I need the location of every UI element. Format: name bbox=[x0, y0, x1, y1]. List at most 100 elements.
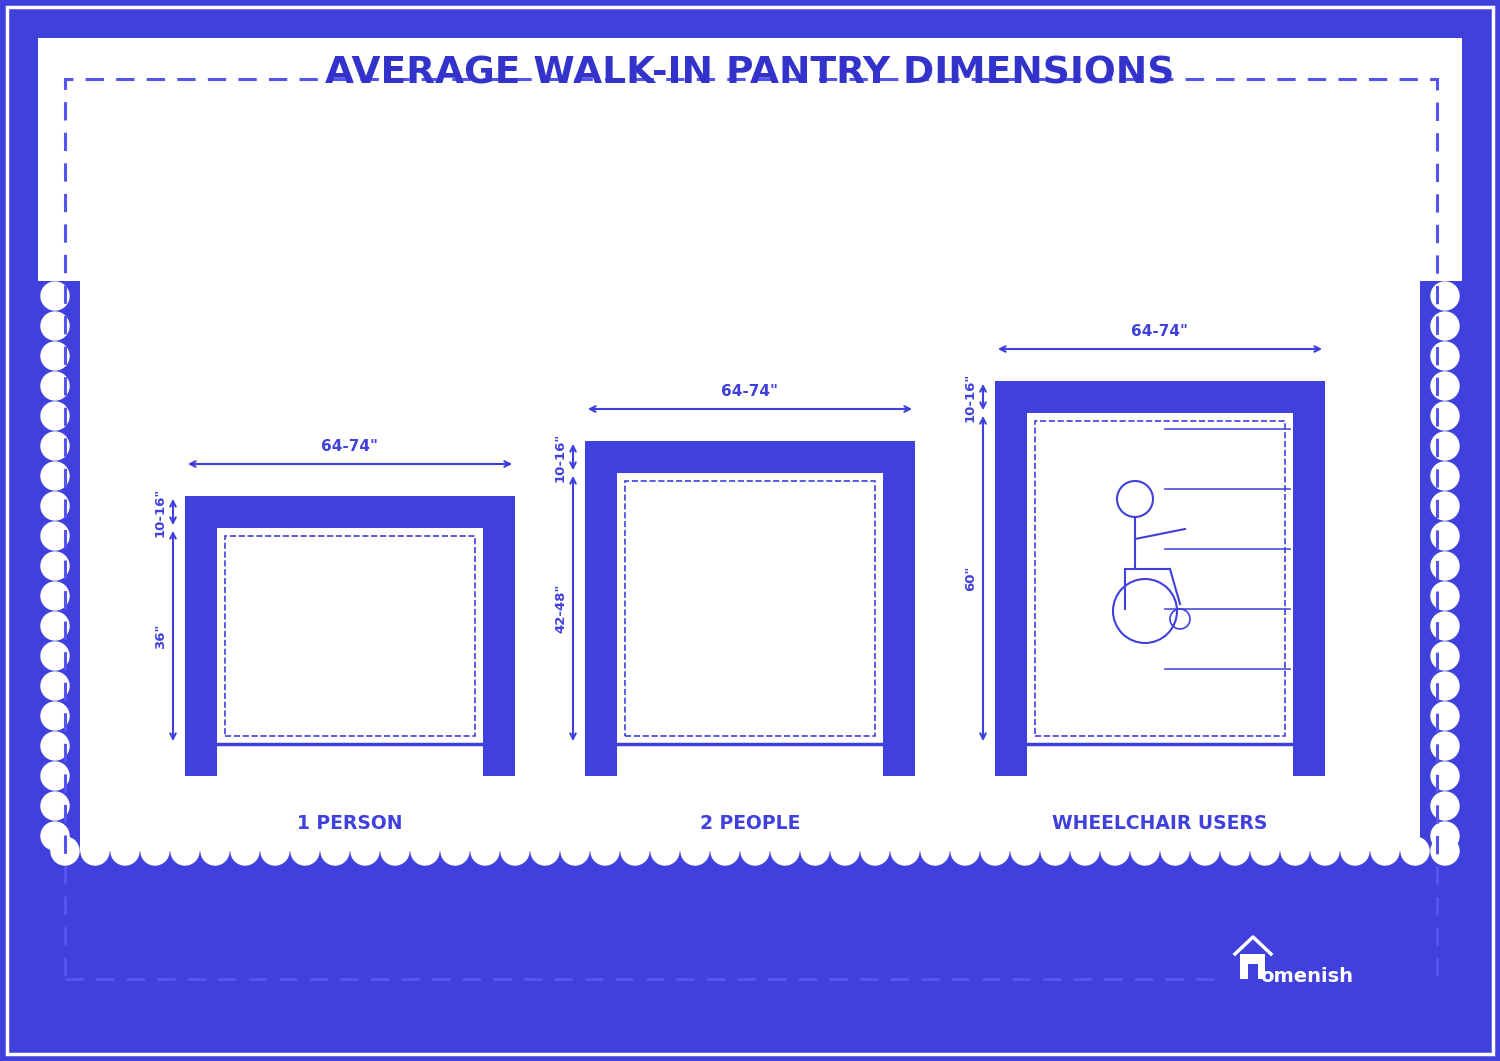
Circle shape bbox=[501, 837, 530, 865]
Circle shape bbox=[621, 837, 650, 865]
Circle shape bbox=[40, 462, 69, 490]
Circle shape bbox=[921, 837, 950, 865]
Bar bbox=[1248, 964, 1258, 979]
Circle shape bbox=[1431, 552, 1460, 580]
Circle shape bbox=[1431, 612, 1460, 640]
Circle shape bbox=[1431, 522, 1460, 550]
Text: 64-74": 64-74" bbox=[722, 384, 778, 399]
Text: AVERAGE WALK-IN PANTRY DIMENSIONS: AVERAGE WALK-IN PANTRY DIMENSIONS bbox=[326, 56, 1174, 92]
Circle shape bbox=[741, 837, 770, 865]
Circle shape bbox=[561, 837, 590, 865]
Circle shape bbox=[1431, 492, 1460, 520]
Text: 64-74": 64-74" bbox=[321, 439, 378, 454]
Circle shape bbox=[1041, 837, 1070, 865]
Circle shape bbox=[40, 342, 69, 370]
Circle shape bbox=[441, 837, 470, 865]
Circle shape bbox=[111, 837, 140, 865]
Circle shape bbox=[51, 837, 80, 865]
Circle shape bbox=[831, 837, 860, 865]
Circle shape bbox=[771, 837, 800, 865]
Circle shape bbox=[1281, 837, 1310, 865]
Circle shape bbox=[261, 837, 290, 865]
Circle shape bbox=[1431, 312, 1460, 340]
Circle shape bbox=[531, 837, 560, 865]
Circle shape bbox=[411, 837, 440, 865]
Circle shape bbox=[1431, 822, 1460, 850]
Circle shape bbox=[40, 642, 69, 669]
Circle shape bbox=[40, 612, 69, 640]
Circle shape bbox=[40, 762, 69, 790]
Circle shape bbox=[1011, 837, 1040, 865]
Text: 10-16": 10-16" bbox=[154, 487, 166, 537]
Circle shape bbox=[1101, 837, 1130, 865]
Bar bbox=[38, 851, 1462, 1003]
Circle shape bbox=[171, 837, 200, 865]
Circle shape bbox=[40, 372, 69, 400]
Circle shape bbox=[1341, 837, 1370, 865]
Text: 10-16": 10-16" bbox=[964, 372, 976, 421]
Circle shape bbox=[1191, 837, 1219, 865]
Circle shape bbox=[81, 837, 110, 865]
Circle shape bbox=[651, 837, 680, 865]
Circle shape bbox=[1431, 342, 1460, 370]
Text: 1 PERSON: 1 PERSON bbox=[297, 814, 402, 833]
Bar bbox=[1420, 281, 1462, 851]
Circle shape bbox=[40, 522, 69, 550]
Circle shape bbox=[1431, 732, 1460, 760]
Text: 2 PEOPLE: 2 PEOPLE bbox=[700, 814, 800, 833]
Circle shape bbox=[891, 837, 920, 865]
Bar bbox=[38, 281, 80, 851]
Circle shape bbox=[861, 837, 889, 865]
Circle shape bbox=[1431, 792, 1460, 820]
Circle shape bbox=[40, 402, 69, 430]
Circle shape bbox=[1431, 582, 1460, 610]
Bar bbox=[225, 536, 476, 736]
Circle shape bbox=[801, 837, 830, 865]
Circle shape bbox=[40, 732, 69, 760]
Text: omenish: omenish bbox=[1260, 967, 1353, 986]
Bar bbox=[626, 481, 874, 736]
Circle shape bbox=[681, 837, 710, 865]
Circle shape bbox=[1431, 642, 1460, 669]
Circle shape bbox=[1401, 837, 1429, 865]
Bar bbox=[1028, 744, 1293, 776]
Circle shape bbox=[1431, 432, 1460, 460]
Circle shape bbox=[40, 582, 69, 610]
Circle shape bbox=[1221, 837, 1250, 865]
Circle shape bbox=[711, 837, 740, 865]
Circle shape bbox=[201, 837, 229, 865]
Circle shape bbox=[1431, 402, 1460, 430]
Text: 42-48": 42-48" bbox=[554, 584, 567, 633]
Circle shape bbox=[1431, 762, 1460, 790]
Circle shape bbox=[1371, 837, 1400, 865]
Circle shape bbox=[381, 837, 410, 865]
Circle shape bbox=[1131, 837, 1160, 865]
Circle shape bbox=[1431, 282, 1460, 310]
Circle shape bbox=[1431, 702, 1460, 730]
Circle shape bbox=[141, 837, 170, 865]
Circle shape bbox=[351, 837, 380, 865]
Circle shape bbox=[1311, 837, 1340, 865]
Bar bbox=[1035, 421, 1286, 736]
Bar bbox=[217, 528, 483, 744]
Circle shape bbox=[40, 822, 69, 850]
Circle shape bbox=[40, 312, 69, 340]
Circle shape bbox=[1431, 372, 1460, 400]
Bar bbox=[217, 744, 483, 776]
Circle shape bbox=[1431, 462, 1460, 490]
Bar bbox=[616, 744, 884, 776]
Circle shape bbox=[321, 837, 350, 865]
Circle shape bbox=[40, 492, 69, 520]
Circle shape bbox=[40, 432, 69, 460]
Circle shape bbox=[1161, 837, 1190, 865]
Text: 64-74": 64-74" bbox=[1131, 324, 1188, 340]
Circle shape bbox=[591, 837, 620, 865]
Bar bbox=[1220, 934, 1430, 999]
Bar bbox=[184, 495, 514, 776]
Text: 36": 36" bbox=[154, 623, 166, 648]
Circle shape bbox=[40, 672, 69, 700]
Circle shape bbox=[1251, 837, 1280, 865]
Circle shape bbox=[40, 792, 69, 820]
Bar bbox=[1240, 954, 1264, 979]
Circle shape bbox=[1431, 672, 1460, 700]
